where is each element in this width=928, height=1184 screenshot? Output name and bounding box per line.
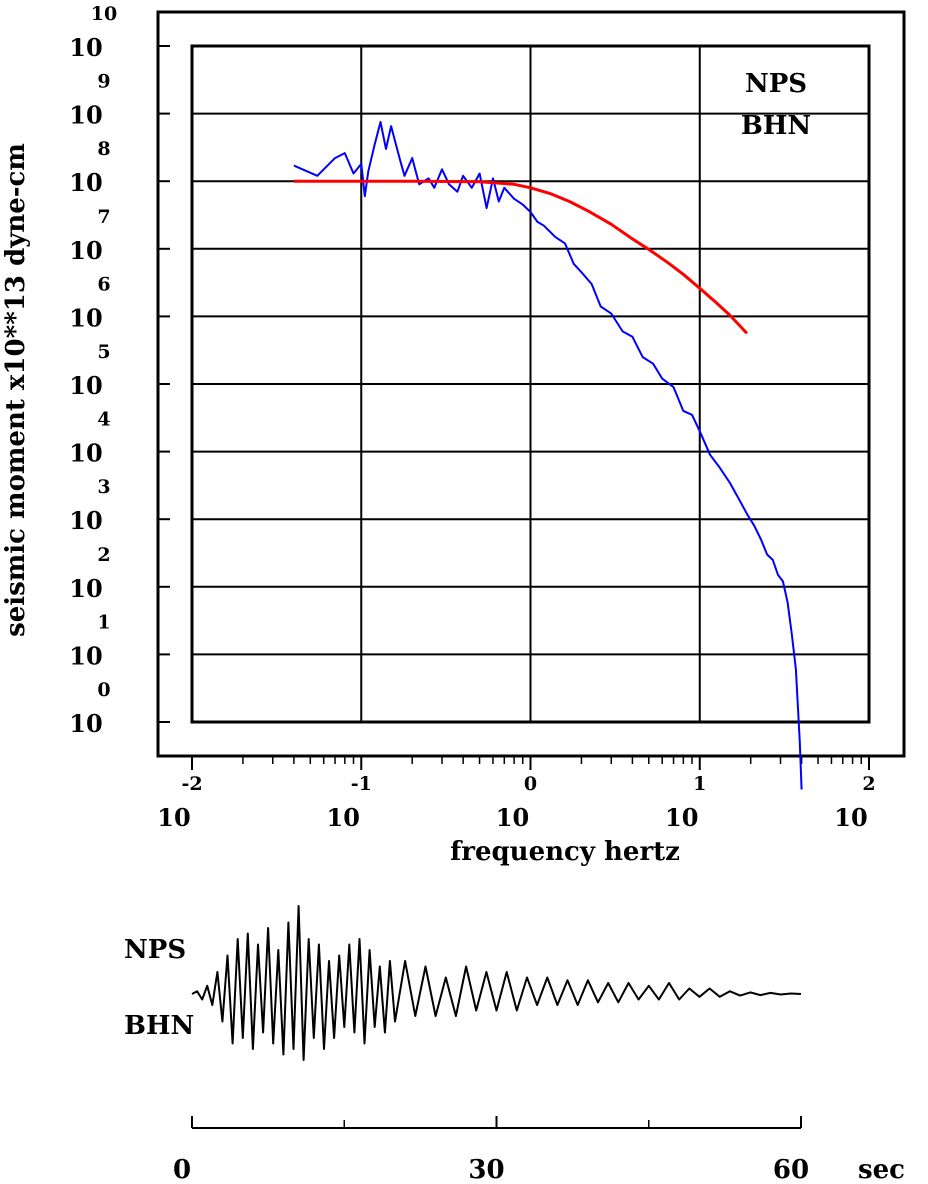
x-tick-exponent: -2 bbox=[181, 773, 202, 795]
seismogram-plot: NPS BHN 0 30 60 sec bbox=[124, 905, 905, 1184]
y-tick-exponent: 8 bbox=[97, 138, 110, 160]
time-axis-ticks: 0 30 60 bbox=[173, 1116, 809, 1184]
y-tick-base: 10 bbox=[69, 101, 102, 130]
seismogram-station-label: NPS bbox=[124, 935, 186, 965]
y-tick-base: 10 bbox=[69, 33, 102, 62]
x-tick-exponent: 0 bbox=[524, 773, 537, 795]
x-tick-base: 10 bbox=[834, 803, 867, 832]
y-tick-exponent: 2 bbox=[97, 544, 110, 566]
x-tick-exponent: 2 bbox=[862, 773, 875, 795]
y-axis-title: seismic moment x10**13 dyne-cm bbox=[1, 143, 31, 637]
y-tick-base: 10 bbox=[69, 506, 102, 535]
x-tick-exponent: -1 bbox=[351, 773, 372, 795]
x-axis-title: frequency hertz bbox=[450, 837, 680, 867]
grid-lines bbox=[192, 46, 869, 722]
y-tick-exponent: 9 bbox=[97, 71, 110, 93]
x-tick-base: 10 bbox=[327, 803, 360, 832]
x-tick-base: 10 bbox=[496, 803, 529, 832]
spectrum-observed-line bbox=[293, 121, 803, 790]
y-tick-exponent: 3 bbox=[97, 476, 110, 498]
seismogram-series-group bbox=[191, 905, 802, 1061]
spectrum-model-line bbox=[293, 179, 749, 335]
time-tick-label: 60 bbox=[773, 1155, 809, 1184]
minor-ticks bbox=[158, 45, 870, 770]
y-tick-base: 10 bbox=[69, 303, 102, 332]
x-tick-labels: -2 10 -1 10 0 10 1 10 2 10 bbox=[157, 773, 875, 832]
y-tick-exponent: 1 bbox=[97, 611, 110, 633]
y-tick-exponent: 0 bbox=[97, 679, 110, 701]
y-tick-base: 10 bbox=[69, 168, 102, 197]
y-tick-base: 10 bbox=[69, 574, 102, 603]
y-tick-base: 10 bbox=[69, 709, 102, 738]
time-tick-label: 0 bbox=[173, 1155, 191, 1184]
x-tick-base: 10 bbox=[157, 803, 190, 832]
seismogram-component-label: BHN bbox=[124, 1011, 194, 1041]
y-tick-exponent: 10 bbox=[91, 3, 117, 25]
y-tick-base: 10 bbox=[69, 439, 102, 468]
x-tick-base: 10 bbox=[665, 803, 698, 832]
annotation-station: NPS bbox=[745, 69, 807, 99]
y-tick-base: 10 bbox=[69, 371, 102, 400]
spectrum-series-group bbox=[293, 121, 803, 790]
y-tick-base: 10 bbox=[69, 641, 102, 670]
seismogram-trace bbox=[191, 905, 802, 1061]
y-tick-exponent: 5 bbox=[97, 341, 110, 363]
time-axis-unit: sec bbox=[858, 1155, 905, 1184]
x-tick-exponent: 1 bbox=[693, 773, 706, 795]
y-tick-base: 10 bbox=[69, 236, 102, 265]
y-tick-exponent: 6 bbox=[97, 273, 110, 295]
y-tick-exponent: 7 bbox=[97, 206, 110, 228]
time-tick-label: 30 bbox=[468, 1155, 504, 1184]
annotation-component: BHN bbox=[741, 111, 811, 141]
y-tick-labels: 10 0 10 1 10 2 10 3 10 4 10 5 10 6 10 7 10 8 10 9 10 10 bbox=[69, 3, 117, 738]
y-tick-exponent: 4 bbox=[97, 409, 110, 431]
